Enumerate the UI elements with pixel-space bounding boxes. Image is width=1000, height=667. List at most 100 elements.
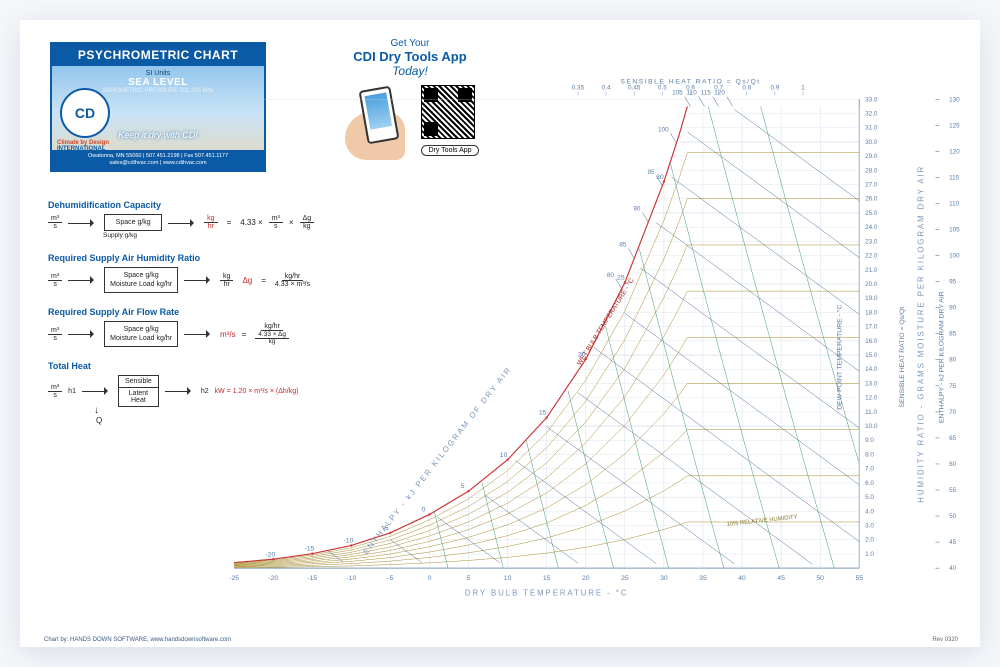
svg-text:17.0: 17.0 [865, 324, 878, 331]
svg-text:ENTHALPY - kJ PER KILOGRAM DRY: ENTHALPY - kJ PER KILOGRAM DRY AIR [938, 291, 945, 423]
chart-sheet: PSYCHROMETRIC CHART SI Units SEA LEVEL B… [20, 20, 980, 647]
svg-text:1.0: 1.0 [865, 551, 874, 558]
svg-text:90: 90 [949, 305, 957, 312]
svg-text:25: 25 [617, 275, 625, 282]
svg-text:7.0: 7.0 [865, 466, 874, 473]
svg-text:0.5: 0.5 [658, 85, 667, 92]
svg-text:10% RELATIVE HUMIDITY: 10% RELATIVE HUMIDITY [726, 514, 798, 527]
svg-text:SENSIBLE HEAT RATIO = Qs/Qt: SENSIBLE HEAT RATIO = Qs/Qt [899, 307, 906, 408]
svg-text:30.0: 30.0 [865, 139, 878, 146]
svg-text:0: 0 [422, 507, 426, 514]
svg-text:45: 45 [777, 575, 785, 582]
svg-text:25: 25 [621, 575, 629, 582]
svg-text:8.0: 8.0 [865, 451, 874, 458]
svg-text:-10: -10 [344, 537, 354, 544]
svg-text:90: 90 [633, 205, 641, 212]
svg-text:-20: -20 [268, 575, 278, 582]
svg-text:22.0: 22.0 [865, 253, 878, 260]
svg-text:33.0: 33.0 [865, 96, 878, 103]
svg-text:29.0: 29.0 [865, 153, 878, 160]
svg-text:80: 80 [607, 272, 615, 279]
formula-box: Space g/kg Moisture Load kg/hr [104, 321, 178, 347]
svg-text:115: 115 [949, 174, 960, 181]
svg-text:28.0: 28.0 [865, 167, 878, 174]
formula-split-box: Sensible Latent Heat [118, 375, 159, 407]
svg-text:110: 110 [949, 200, 960, 207]
svg-text:2.0: 2.0 [865, 537, 874, 544]
svg-text:10: 10 [504, 575, 512, 582]
svg-text:120: 120 [949, 148, 960, 155]
svg-text:31.0: 31.0 [865, 125, 878, 132]
svg-text:25.0: 25.0 [865, 210, 878, 217]
svg-text:20.0: 20.0 [865, 281, 878, 288]
svg-text:-15: -15 [307, 575, 317, 582]
svg-text:40: 40 [738, 575, 746, 582]
svg-text:95: 95 [647, 169, 655, 176]
svg-text:6.0: 6.0 [865, 480, 874, 487]
svg-text:0.4: 0.4 [602, 85, 611, 92]
svg-text:50: 50 [949, 513, 957, 520]
svg-text:-25: -25 [229, 575, 239, 582]
svg-text:DRY BULB TEMPERATURE - °C: DRY BULB TEMPERATURE - °C [465, 589, 629, 598]
svg-text:100: 100 [949, 253, 960, 260]
svg-text:-5: -5 [387, 575, 393, 582]
svg-text:4.0: 4.0 [865, 508, 874, 515]
svg-text:65: 65 [949, 435, 957, 442]
svg-text:21.0: 21.0 [865, 267, 878, 274]
svg-text:16.0: 16.0 [865, 338, 878, 345]
svg-text:30: 30 [660, 575, 668, 582]
svg-text:100: 100 [658, 126, 669, 133]
svg-text:0.8: 0.8 [742, 85, 751, 92]
svg-text:15: 15 [539, 410, 547, 417]
formula-box: Space g/kg Moisture Load kg/hr [104, 267, 178, 293]
svg-text:40: 40 [949, 565, 957, 572]
svg-text:0.9: 0.9 [770, 85, 779, 92]
svg-text:27.0: 27.0 [865, 182, 878, 189]
app-line2: CDI Dry Tools App [300, 49, 520, 64]
svg-text:85: 85 [949, 331, 957, 338]
svg-text:HUMIDITY RATIO - GRAMS MOISTUR: HUMIDITY RATIO - GRAMS MOISTURE PER KILO… [917, 165, 926, 503]
svg-text:125: 125 [949, 122, 960, 129]
svg-text:0.35: 0.35 [572, 85, 585, 92]
svg-text:60: 60 [949, 461, 957, 468]
svg-text:12.0: 12.0 [865, 395, 878, 402]
svg-text:45: 45 [949, 539, 957, 546]
svg-text:5: 5 [461, 483, 465, 490]
footer-revision: Rev 0320 [932, 637, 958, 643]
svg-text:18.0: 18.0 [865, 309, 878, 316]
svg-text:0.45: 0.45 [628, 85, 641, 92]
svg-text:26.0: 26.0 [865, 196, 878, 203]
svg-text:105: 105 [949, 226, 960, 233]
svg-text:1: 1 [801, 85, 805, 92]
svg-text:14.0: 14.0 [865, 366, 878, 373]
promo-title: PSYCHROMETRIC CHART [52, 44, 264, 66]
chart-svg: -25-20-15-10-505101520253035404550551.02… [192, 70, 960, 617]
svg-text:9.0: 9.0 [865, 437, 874, 444]
svg-text:20: 20 [582, 575, 590, 582]
svg-text:95: 95 [949, 279, 957, 286]
svg-text:WET BULB TEMPERATURE - °C: WET BULB TEMPERATURE - °C [575, 277, 636, 367]
svg-text:75: 75 [949, 383, 957, 390]
app-line1: Get Your [300, 38, 520, 49]
svg-text:115: 115 [701, 90, 712, 97]
svg-text:-15: -15 [304, 546, 314, 553]
svg-text:15: 15 [543, 575, 551, 582]
svg-text:19.0: 19.0 [865, 295, 878, 302]
svg-text:50: 50 [816, 575, 824, 582]
svg-text:35: 35 [699, 575, 707, 582]
svg-text:-10: -10 [346, 575, 356, 582]
svg-text:-20: -20 [265, 551, 275, 558]
svg-text:13.0: 13.0 [865, 380, 878, 387]
formula-box: Space g/kg [104, 214, 162, 231]
svg-text:70: 70 [949, 409, 957, 416]
footer-credit: Chart by: HANDS DOWN SOFTWARE, www.hands… [44, 637, 231, 643]
svg-text:10: 10 [500, 452, 508, 459]
svg-text:55: 55 [855, 575, 863, 582]
svg-text:11.0: 11.0 [865, 409, 877, 416]
svg-text:0: 0 [428, 575, 432, 582]
svg-text:110: 110 [687, 90, 698, 97]
svg-text:105: 105 [672, 90, 683, 97]
svg-text:DEW POINT TEMPERATURE - °C: DEW POINT TEMPERATURE - °C [836, 305, 844, 410]
svg-text:5: 5 [467, 575, 471, 582]
svg-text:15.0: 15.0 [865, 352, 878, 359]
